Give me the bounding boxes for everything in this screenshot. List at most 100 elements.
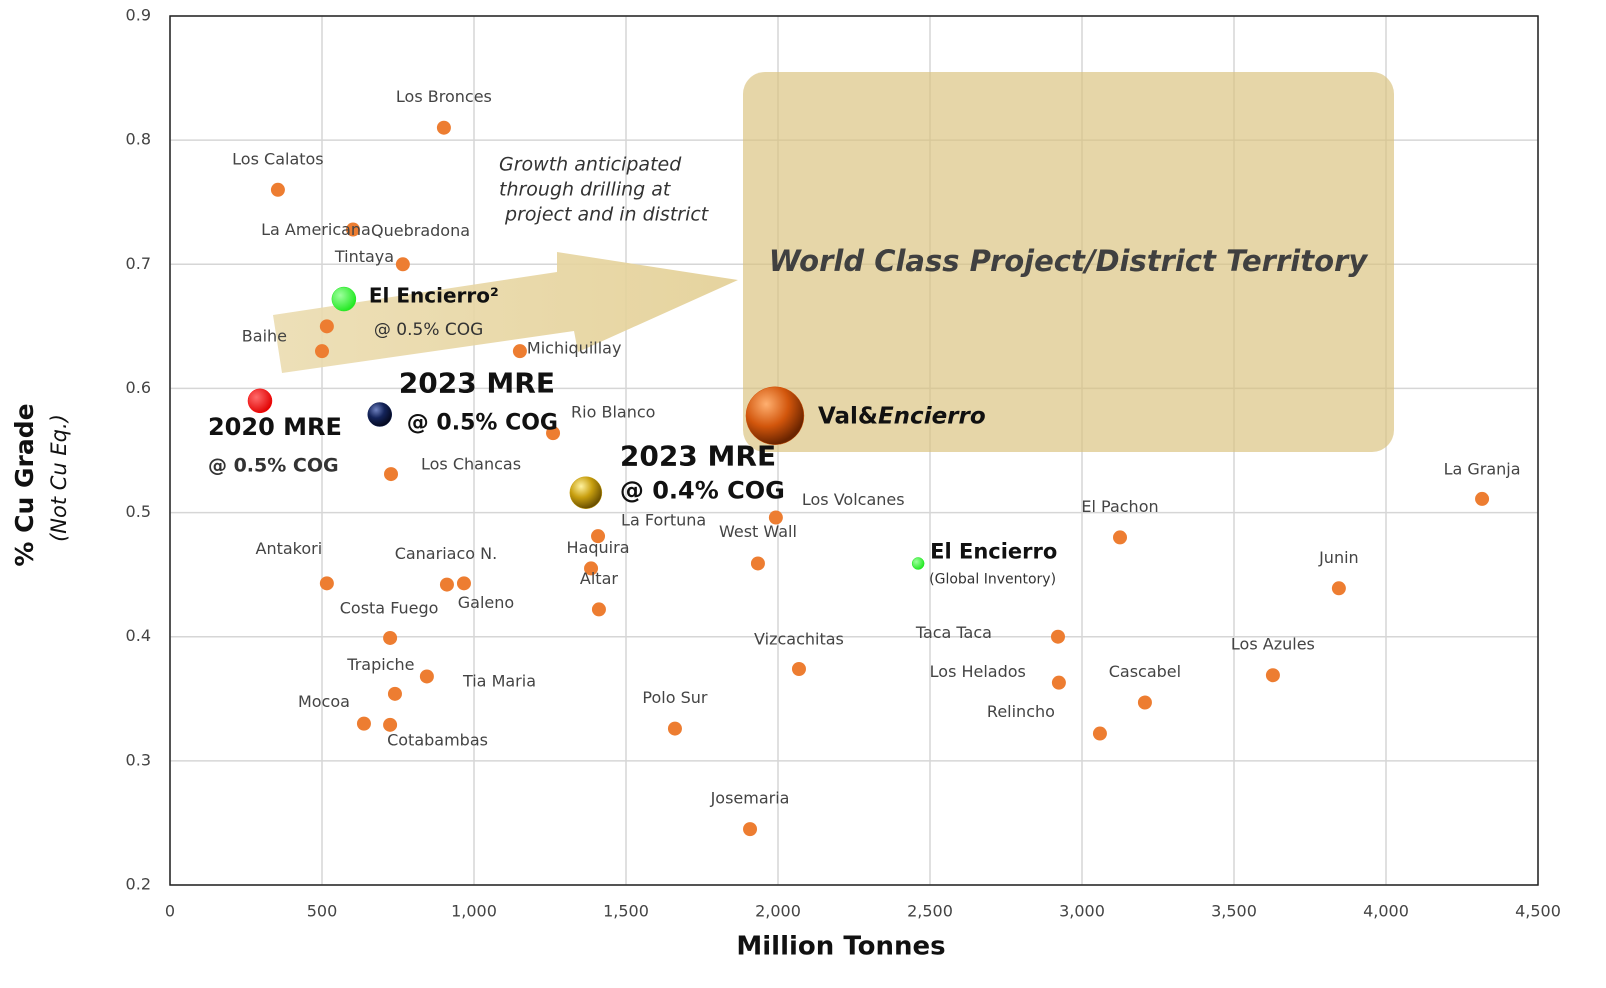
point-label: Mocoa xyxy=(298,692,350,711)
region-box xyxy=(743,72,1394,452)
x-tick-label: 4,500 xyxy=(1515,902,1561,921)
point-label: El Pachon xyxy=(1081,497,1158,516)
y-tick-label: 0.4 xyxy=(126,626,151,645)
highlight-point xyxy=(247,388,273,414)
annotation: Growth anticipated xyxy=(499,154,682,176)
point xyxy=(1475,491,1490,506)
highlight-point xyxy=(331,286,357,312)
highlight-label: 2023 MRE xyxy=(399,366,555,399)
point-label: Baihe xyxy=(242,327,287,346)
point-label: Los Chancas xyxy=(421,455,521,474)
point xyxy=(270,182,285,197)
point-label: La Granja xyxy=(1444,459,1521,478)
highlight-point xyxy=(745,386,805,445)
point-label: Rio Blanco xyxy=(571,403,655,422)
point xyxy=(319,319,334,334)
point-label: Michiquillay xyxy=(527,339,622,358)
point xyxy=(667,721,682,736)
highlight-label: @ 0.4% COG xyxy=(620,477,785,505)
highlight-label: @ 0.5% COG xyxy=(208,454,339,476)
point-label: Cotabambas xyxy=(387,730,488,749)
point xyxy=(791,661,806,676)
point-label: La Americana xyxy=(261,220,371,239)
highlight-label: @ 0.5% COG xyxy=(407,410,558,435)
y-tick-label: 0.6 xyxy=(126,378,151,397)
point-label: Josemaria xyxy=(710,789,790,808)
point xyxy=(591,529,606,544)
point-label: Vizcachitas xyxy=(754,629,844,648)
point-label: Haquira xyxy=(567,538,630,557)
y-tick-label: 0.5 xyxy=(126,502,151,521)
annotation: project and in district xyxy=(499,204,710,226)
highlight-label: @ 0.5% COG xyxy=(374,320,483,340)
point-label: Junin xyxy=(1318,548,1359,567)
region-label: World Class Project/District Territory xyxy=(769,244,1369,278)
x-axis-label: Million Tonnes xyxy=(736,932,945,962)
point xyxy=(1265,668,1280,683)
annotation: through drilling at xyxy=(499,179,672,201)
point xyxy=(1092,726,1107,741)
point-label: Polo Sur xyxy=(642,688,707,707)
point xyxy=(356,716,371,731)
x-tick-label: 3,000 xyxy=(1059,902,1105,921)
y-axis-note: (Not Cu Eq.) xyxy=(47,414,71,542)
point-label: Relincho xyxy=(987,702,1055,721)
point xyxy=(1113,530,1127,545)
point xyxy=(315,344,329,359)
x-tick-label: 3,500 xyxy=(1211,902,1257,921)
y-axis-label: % Cu Grade xyxy=(10,403,39,566)
point-label: Galeno xyxy=(458,593,514,612)
x-tick-label: 4,000 xyxy=(1363,902,1409,921)
point-label: Altar xyxy=(580,569,618,588)
point xyxy=(383,630,398,645)
point-label: Quebradona xyxy=(371,221,470,240)
highlight-point xyxy=(367,402,393,427)
point xyxy=(743,822,758,837)
y-tick-label: 0.8 xyxy=(126,130,151,149)
highlight-point xyxy=(569,476,603,509)
highlight-label: El Encierro xyxy=(930,539,1057,563)
point xyxy=(436,120,451,135)
point-label: La Fortuna xyxy=(621,511,706,530)
x-tick-label: 1,000 xyxy=(451,902,497,921)
point xyxy=(546,426,561,441)
point-label: Los Volcanes xyxy=(802,490,905,509)
point xyxy=(384,467,399,482)
point-label: Tintaya xyxy=(334,247,394,266)
point xyxy=(512,344,527,359)
x-tick-label: 2,000 xyxy=(755,902,801,921)
point xyxy=(419,669,434,684)
point xyxy=(383,717,398,732)
point xyxy=(456,576,471,591)
point-label: Canariaco N. xyxy=(395,544,497,563)
point-label: West Wall xyxy=(719,522,797,541)
point xyxy=(1331,581,1346,596)
point-label: Los Bronces xyxy=(396,87,492,106)
point xyxy=(1051,675,1066,690)
point xyxy=(1050,629,1065,644)
point xyxy=(584,561,599,576)
plot-frame xyxy=(169,15,1539,886)
highlight-label: 2020 MRE xyxy=(208,413,342,441)
y-tick-label: 0.7 xyxy=(126,254,151,273)
highlight-label: (Global Inventory) xyxy=(929,571,1056,587)
point-label: Tia Maria xyxy=(462,671,536,690)
y-tick-label: 0.2 xyxy=(126,875,151,894)
point-label: Los Calatos xyxy=(232,149,323,168)
point-label: Antakori xyxy=(256,539,323,558)
point xyxy=(387,686,402,701)
highlight-label-part: Encierro xyxy=(878,403,986,429)
x-tick-label: 500 xyxy=(307,902,338,921)
point xyxy=(319,576,334,591)
x-tick-label: 1,500 xyxy=(603,902,649,921)
point xyxy=(768,510,783,525)
point xyxy=(750,556,765,571)
y-tick-label: 0.3 xyxy=(126,750,151,769)
highlight-point xyxy=(911,557,925,570)
point xyxy=(591,602,606,617)
x-tick-label: 0 xyxy=(165,902,175,921)
point xyxy=(395,257,410,272)
point xyxy=(1137,695,1152,710)
